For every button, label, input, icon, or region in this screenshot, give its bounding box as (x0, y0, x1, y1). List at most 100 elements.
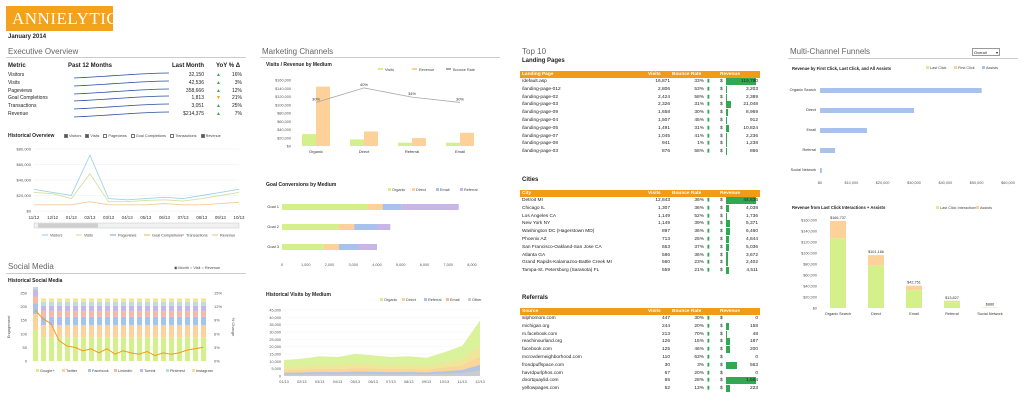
visits-bar (446, 142, 460, 146)
toggle-goal-completions[interactable]: Goal Completions (127, 134, 166, 138)
option-visit[interactable]: ○ Visit (190, 266, 201, 270)
x-tick: 01/13 (279, 380, 289, 384)
toggle-pageviews[interactable]: Pageviews (99, 134, 127, 138)
social-bar (177, 324, 182, 338)
visits-area (284, 364, 480, 376)
kpi-value: $214,375 (183, 110, 204, 117)
social-bar (65, 311, 70, 317)
top10-title: Top 10 (522, 47, 547, 56)
legend-swatch (954, 66, 957, 69)
social-bar (41, 311, 46, 317)
table-row[interactable]: doortquaylid.com 65 28% ▮ $ 1,584 (522, 377, 758, 385)
toggle-visits[interactable]: Visits (81, 134, 99, 138)
social-bar (89, 316, 94, 325)
x-tick: $20,000 (876, 181, 890, 185)
col-metric: Metric (8, 63, 26, 69)
table-row[interactable]: reachinourland.org 126 15% ▮ $ 187 (522, 338, 758, 346)
historical-visits-chart: Organic Direct Referral Email Other 45,000 40,… (269, 298, 485, 384)
table-row[interactable]: Tampa-St. Petersburg (Sarasota) FL 559 2… (522, 267, 758, 275)
legend-swatch (380, 298, 383, 301)
y-tick: $160,000 (801, 219, 817, 223)
option-revenue[interactable]: ○ Revenue (201, 266, 221, 270)
x-tick: 2,000 (325, 263, 335, 267)
x-tick: 07/13 (386, 380, 396, 384)
goal-bar (401, 204, 459, 210)
x-tick: Social Network (977, 312, 1002, 316)
flag-icon: ▮ (707, 213, 710, 219)
kpi-sparkline (74, 80, 169, 87)
flag-icon: ▮ (707, 347, 710, 353)
y-tick: $40,000 (803, 285, 817, 289)
table-row[interactable]: yellowpages.com 52 13% ▮ $ 223 (522, 385, 758, 393)
table-row[interactable]: /landing-page-04 1,507 45% ▮ $ 912 (522, 116, 758, 124)
social-bar (145, 316, 150, 325)
visits-bar (302, 134, 316, 146)
flag-icon: ▮ (707, 86, 710, 92)
x-tick: $40,000 (938, 181, 952, 185)
report-date: January 2014 (8, 34, 47, 40)
table-row[interactable]: havrdpurlphos.com 67 20% ▮ $ 0 (522, 370, 758, 376)
referrals-title: Referrals (522, 295, 549, 301)
social-bar (129, 324, 134, 338)
table-row[interactable]: /landing-page-05 1,491 31% ▮ $ 10,824 (522, 124, 758, 132)
x-tick: 11/12 (29, 215, 40, 220)
table-row[interactable]: mcrovderneighborhood.com 110 63% ▮ $ 0 (522, 354, 758, 360)
option-month[interactable]: ◉ Month (174, 266, 189, 270)
social-chart: 250 200 150 100 50 0 15% 12% 9% 6% 3% 0% Engagement%… (6, 287, 236, 373)
y-axis-label: Engagement (6, 315, 11, 339)
social-bar (49, 337, 54, 361)
table-row[interactable]: m.facebook.com 213 70% ▮ $ 48 (522, 330, 758, 338)
flag-icon: ▮ (707, 198, 710, 203)
toggle-visitors[interactable]: Visitors (60, 134, 81, 138)
social-bar (137, 298, 142, 302)
table-row[interactable]: Atlanta GA 586 36% ▮ $ 3,672 (522, 251, 758, 259)
legend-label: Twitter (66, 369, 78, 373)
table-row[interactable]: /landing-page-08 941 1% ▮ $ 1,238 (522, 140, 758, 148)
social-bar (73, 301, 78, 306)
table-row[interactable]: /landing-page-03 876 58% ▮ $ 866 (522, 148, 758, 156)
table-row[interactable]: facebook.com 125 46% ▮ $ 200 (522, 346, 758, 354)
social-bar (185, 316, 190, 325)
funnel-select[interactable]: Overall ▾ (972, 48, 1000, 56)
change-line (34, 309, 204, 357)
table-row[interactable]: michigan.org 244 20% ▮ $ 158 (522, 322, 758, 330)
arrow-up-icon: ▲ (216, 87, 221, 94)
table-row[interactable]: /landing-page-09 1,658 30% ▮ $ 8,969 (522, 109, 758, 117)
kpi-yoy: 7% (234, 110, 242, 117)
divider (260, 57, 500, 58)
table-row[interactable]: /landing-page-07 1,045 41% ▮ $ 2,236 (522, 132, 758, 140)
table-row[interactable]: frondpuffspace.com 30 3% ▮ $ 563 (522, 361, 758, 369)
kpi-metric: Visits (8, 79, 20, 86)
flag-icon: ▮ (707, 229, 710, 235)
social-bar (129, 305, 134, 312)
checkbox-icon (64, 134, 68, 138)
table-row[interactable]: /landing-page-012 2,806 53% ▮ $ 3,203 (522, 85, 758, 93)
table-row[interactable]: San Francisco-Oakland-San Jose CA 653 37… (522, 243, 758, 251)
flag-icon: ▮ (707, 94, 710, 100)
table-row[interactable]: Washington DC (Hagerstown MD) 897 36% ▮ … (522, 228, 758, 236)
legend-swatch (424, 298, 427, 301)
table-row[interactable]: Los Angeles CA 1,149 52% ▮ $ 1,736 (522, 212, 758, 220)
table-row[interactable]: /landing-page-02 2,424 58% ▮ $ 2,389 (522, 93, 758, 101)
toggle-transactions[interactable]: Transactions (166, 134, 197, 138)
x-tick: 04/13 (333, 380, 343, 384)
table-row[interactable]: Chicago IL 1,307 36% ▮ $ 4,038 (522, 204, 758, 212)
toggle-revenue[interactable]: Revenue (197, 134, 221, 138)
legend-swatch (402, 298, 405, 301)
table-row[interactable]: Grand Rapids-Kalamazoo-Battle Creek MI 5… (522, 259, 758, 267)
table-row[interactable]: /landing-page-03 2,326 31% ▮ $ 21,048 (522, 101, 758, 109)
social-bar (137, 324, 142, 338)
arrow-up-icon: ▲ (216, 72, 221, 78)
social-bar (161, 305, 166, 312)
col-yoy: YoY % Δ (216, 63, 241, 69)
table-row[interactable]: silphomom.com 447 30% ▮ $ 0 (522, 316, 758, 321)
flag-icon: ▮ (707, 79, 710, 84)
table-row[interactable]: New York NY 1,149 39% ▮ $ 5,371 (522, 220, 758, 228)
table-row[interactable]: Detroit MI 12,843 36% ▮ $ 44,836 (522, 197, 758, 204)
kpi-row: Goal Completions 1,813 ▼ 21% (6, 95, 246, 103)
y-tick: 40,000 (269, 316, 281, 320)
kpi-sparkline (74, 103, 169, 110)
table-row[interactable]: Phoenix AZ 713 25% ▮ $ 4,844 (522, 235, 758, 243)
x-tick: 3,000 (348, 263, 358, 267)
table-row[interactable]: /default.asp 16,871 33% ▮ $ 119,780 (522, 78, 758, 85)
